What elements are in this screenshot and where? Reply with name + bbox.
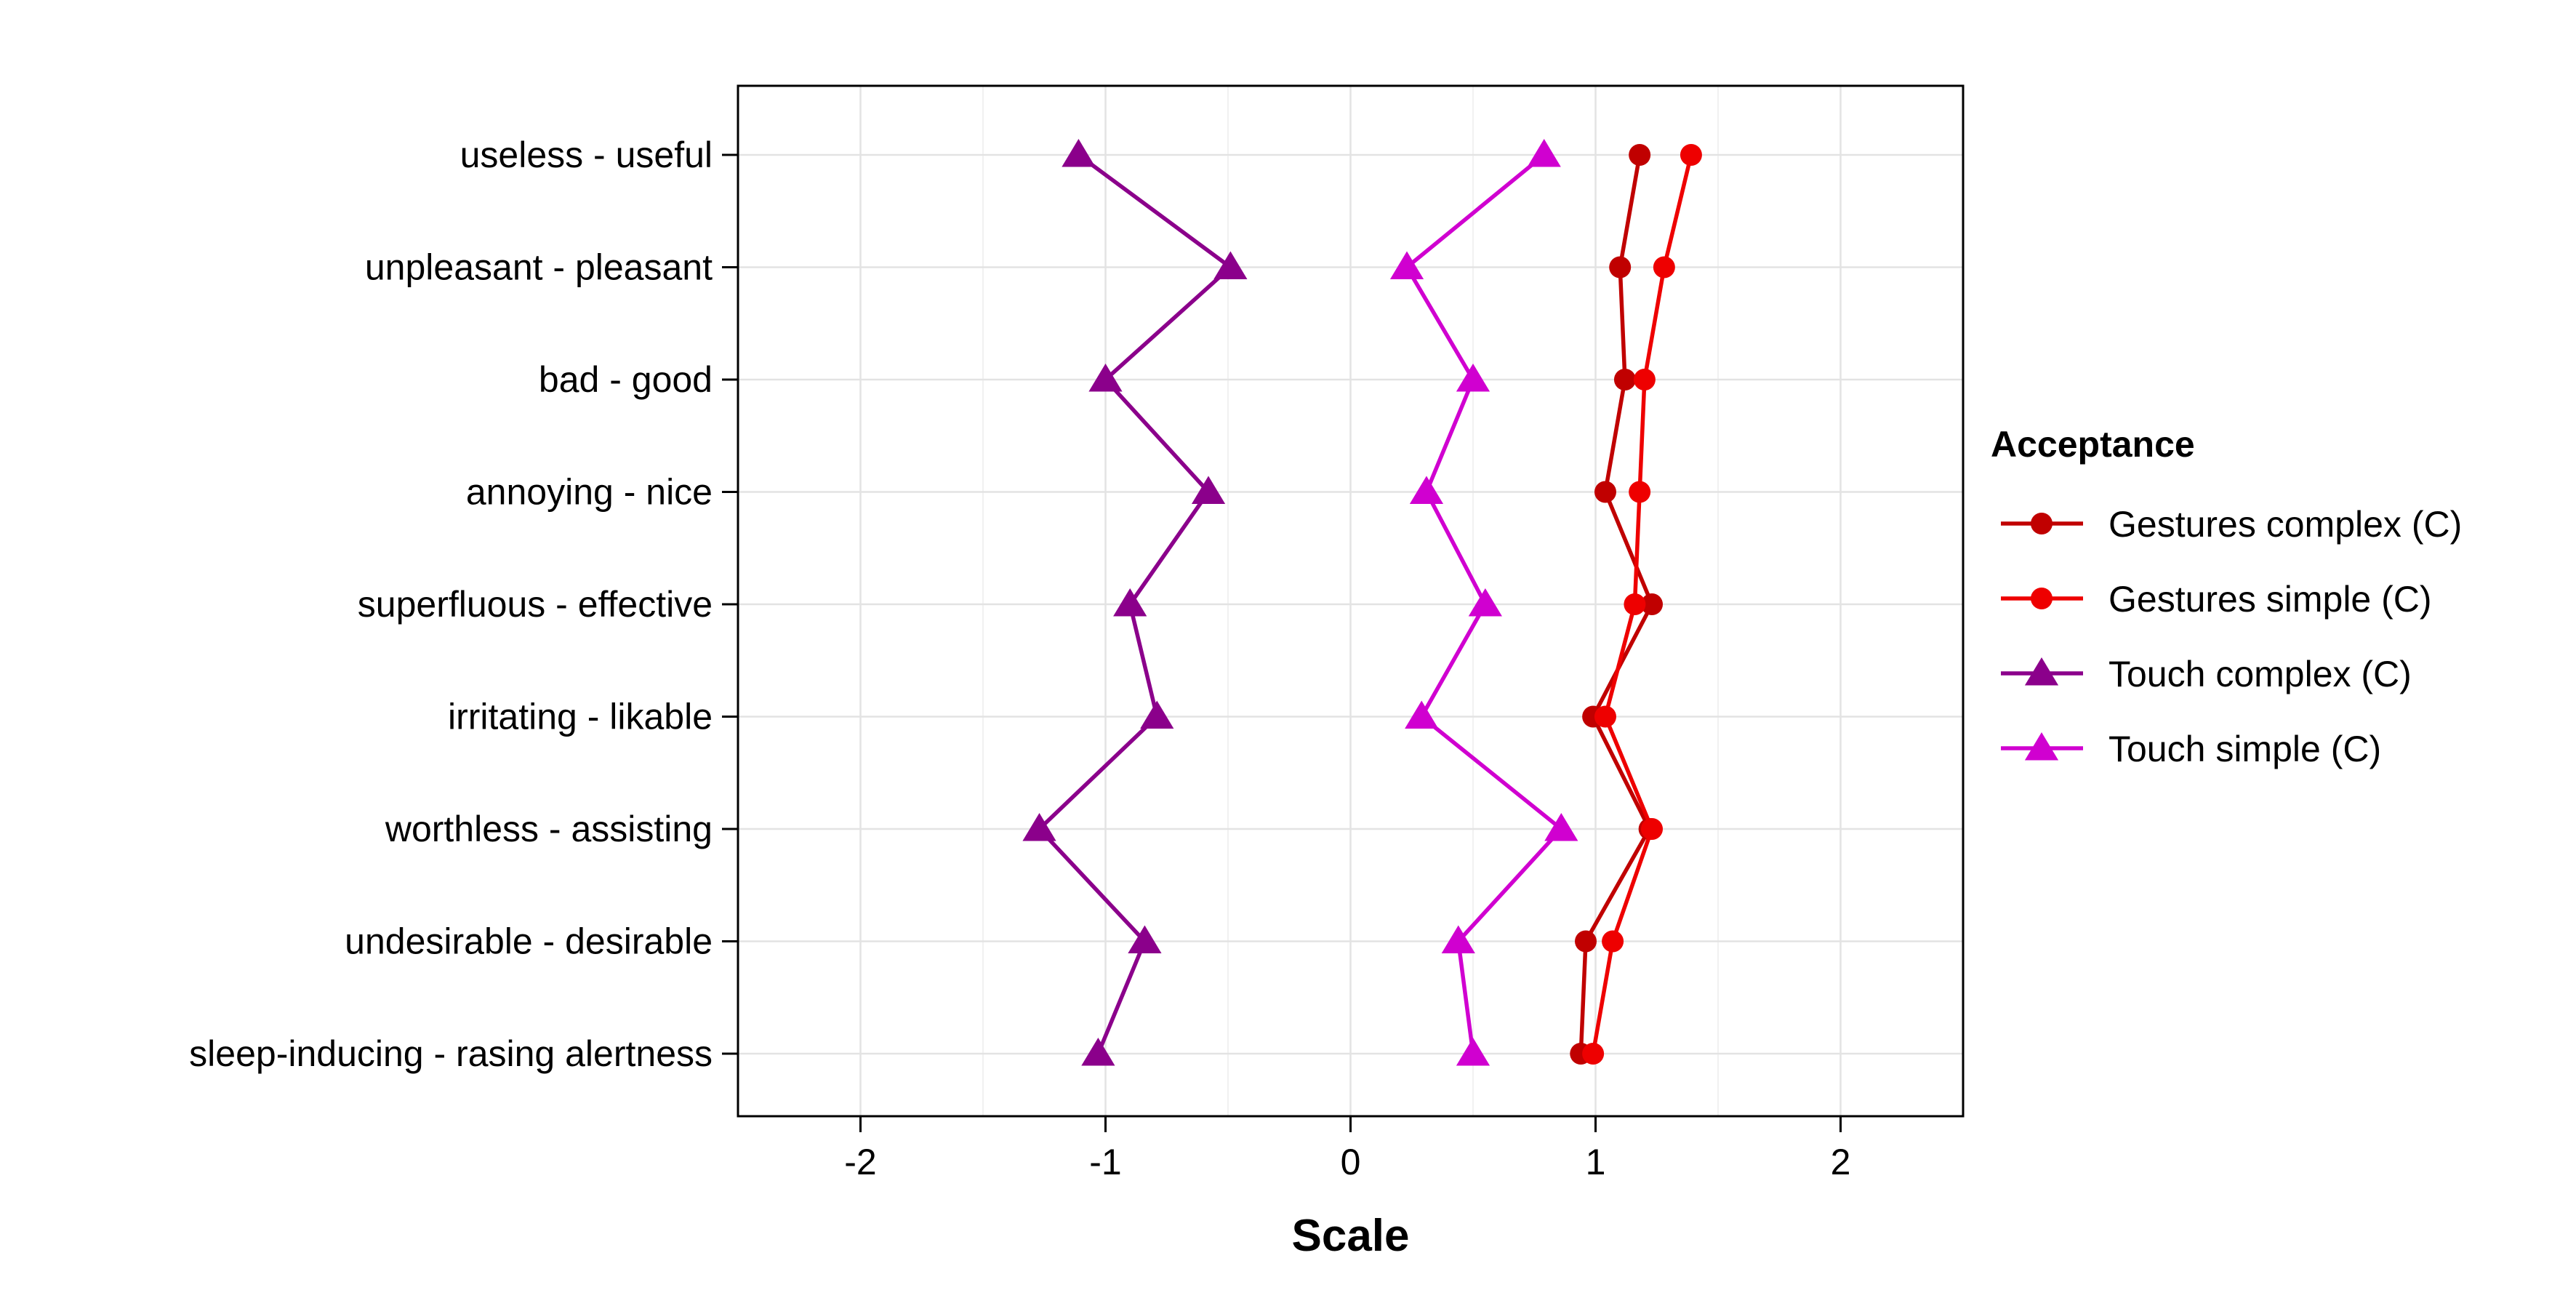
axes: useless - useful unpleasant - pleasant bad…	[189, 135, 1850, 1182]
data-point	[1641, 593, 1664, 615]
series-1	[1582, 144, 1702, 1065]
y-tick-label: undesirable - desirable	[345, 921, 713, 962]
series-2	[1022, 139, 1248, 1066]
data-point	[1213, 251, 1248, 279]
data-point	[1544, 813, 1578, 841]
data-point	[1113, 588, 1147, 617]
data-point	[1022, 813, 1056, 841]
y-tick-label: superfluous - effective	[358, 584, 713, 625]
legend-label: Touch simple (C)	[2108, 729, 2381, 769]
data-point	[1140, 700, 1174, 729]
data-point	[1653, 256, 1675, 279]
legend-title: Acceptance	[1991, 424, 2195, 465]
data-point	[1624, 593, 1646, 615]
y-tick-label: useless - useful	[460, 135, 713, 175]
y-tick-label: unpleasant - pleasant	[365, 247, 713, 288]
series-layer	[1022, 139, 1702, 1066]
data-point	[1081, 1038, 1115, 1066]
data-point	[1468, 588, 1502, 617]
data-point	[1680, 144, 1702, 166]
data-point	[1594, 481, 1616, 503]
x-axis-title: Scale	[1291, 1211, 1409, 1261]
x-tick-label: 2	[1831, 1142, 1851, 1182]
data-point	[1128, 925, 1162, 953]
data-point	[1575, 930, 1597, 953]
y-tick-label: sleep-inducing - rasing alertness	[189, 1033, 713, 1074]
legend-item: Touch simple (C)	[2001, 729, 2381, 769]
data-point	[1456, 1038, 1490, 1066]
legend-swatch-marker	[2024, 732, 2059, 761]
data-point	[1456, 364, 1490, 392]
data-point	[1641, 818, 1664, 840]
legend-swatch-marker	[2031, 588, 2053, 609]
y-tick-label: annoying - nice	[466, 472, 713, 513]
data-point	[1409, 476, 1444, 504]
data-point	[1582, 1043, 1605, 1065]
data-point	[1405, 700, 1439, 729]
data-point	[1594, 705, 1616, 728]
legend-item: Gestures complex (C)	[2001, 504, 2462, 545]
data-point	[1191, 476, 1226, 504]
series-3	[1389, 139, 1578, 1066]
x-tick-label: -2	[844, 1142, 876, 1182]
data-point	[1441, 925, 1475, 953]
legend: Acceptance Gestures complex (C) Gestures s…	[1991, 424, 2462, 769]
legend-swatch-marker	[2031, 513, 2053, 534]
y-tick-label: worthless - assisting	[385, 809, 713, 849]
data-point	[1609, 256, 1632, 279]
x-tick-label: 1	[1586, 1142, 1606, 1182]
x-tick-label: -1	[1089, 1142, 1121, 1182]
data-point	[1602, 930, 1624, 953]
y-tick-label: bad - good	[539, 359, 713, 400]
legend-item: Gestures simple (C)	[2001, 579, 2432, 620]
data-point	[1633, 369, 1656, 390]
legend-label: Touch complex (C)	[2108, 654, 2412, 694]
data-point	[1389, 251, 1424, 279]
data-point	[1527, 139, 1561, 167]
y-tick-label: irritating - likable	[448, 697, 713, 737]
data-point	[1088, 364, 1123, 392]
data-point	[1629, 144, 1651, 166]
x-tick-label: 0	[1341, 1142, 1361, 1182]
data-point	[1062, 139, 1096, 167]
data-point	[1613, 369, 1636, 390]
legend-label: Gestures simple (C)	[2108, 579, 2432, 620]
legend-item: Touch complex (C)	[2001, 654, 2412, 694]
data-point	[1629, 481, 1651, 503]
legend-swatch-marker	[2024, 657, 2059, 686]
legend-label: Gestures complex (C)	[2108, 504, 2462, 545]
